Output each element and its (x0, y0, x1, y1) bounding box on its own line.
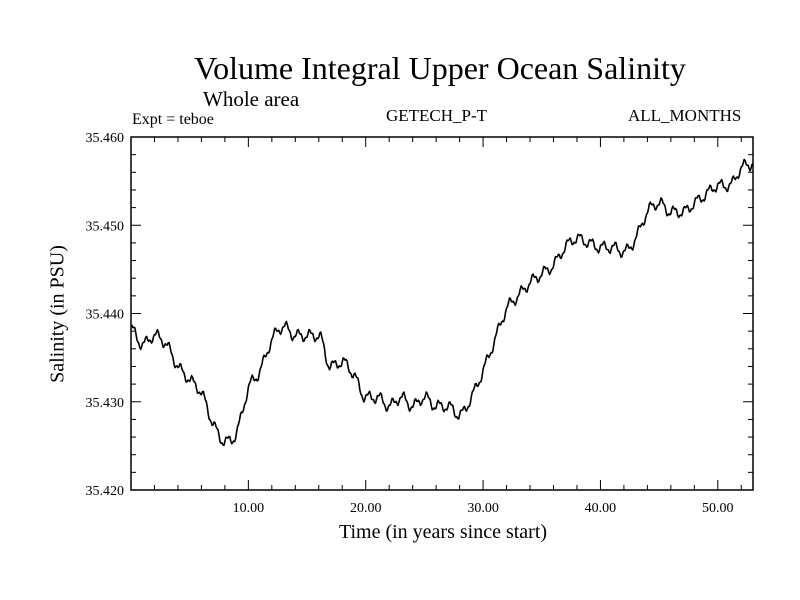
y-tick-label: 35.430 (86, 396, 125, 411)
y-tick-label: 35.460 (86, 131, 125, 146)
x-tick-label: 10.00 (233, 501, 265, 516)
x-axis-label: Time (in years since start) (338, 521, 548, 543)
axis-tick-labels: 10.00 20.00 30.00 40.00 50.00 35.420 35.430 35.… (86, 131, 734, 516)
y-tick-label: 35.420 (86, 484, 125, 499)
x-tick-label: 20.00 (350, 501, 382, 516)
y-tick-label: 35.440 (86, 308, 125, 323)
chart-title: Volume Integral Upper Ocean Salinity (194, 50, 686, 86)
chart-subtitle: Whole area (203, 87, 300, 111)
experiment-label: Expt = teboe (132, 111, 214, 128)
salinity-series-line (130, 158, 754, 447)
x-tick-label: 50.00 (702, 501, 734, 516)
dataset-label: GETECH_P-T (386, 106, 488, 125)
axis-ticks (130, 136, 753, 491)
plot-frame (130, 136, 754, 491)
months-label: ALL_MONTHS (628, 106, 742, 125)
x-tick-label: 40.00 (585, 501, 617, 516)
y-tick-label: 35.450 (86, 219, 125, 234)
x-tick-label: 30.00 (467, 501, 499, 516)
